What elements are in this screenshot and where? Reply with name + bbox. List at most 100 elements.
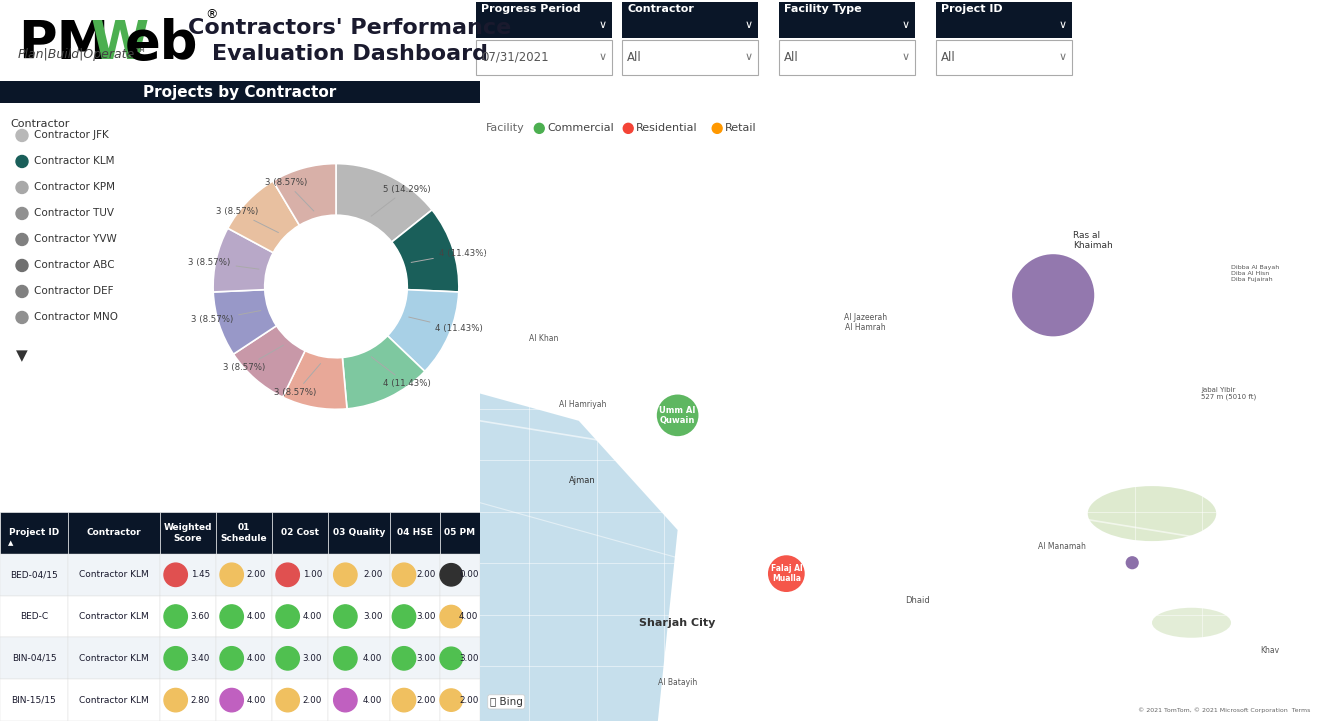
Text: Dhaid: Dhaid bbox=[905, 596, 930, 606]
Circle shape bbox=[441, 606, 463, 628]
Text: 3 (8.57%): 3 (8.57%) bbox=[189, 258, 259, 269]
Bar bbox=[328, 554, 390, 596]
Bar bbox=[328, 512, 390, 554]
Circle shape bbox=[334, 563, 357, 586]
Text: Contractor YVW: Contractor YVW bbox=[34, 234, 117, 244]
Circle shape bbox=[16, 260, 28, 272]
Text: ®: ® bbox=[204, 8, 218, 21]
Text: All: All bbox=[940, 51, 956, 64]
Text: Falaj Al
Mualla: Falaj Al Mualla bbox=[770, 564, 802, 583]
Circle shape bbox=[534, 123, 545, 133]
Text: ▲: ▲ bbox=[8, 540, 13, 546]
Text: 3 (8.57%): 3 (8.57%) bbox=[265, 178, 314, 211]
Circle shape bbox=[164, 605, 187, 628]
Text: Residential: Residential bbox=[636, 123, 698, 133]
Text: 4.00: 4.00 bbox=[247, 654, 266, 663]
Circle shape bbox=[334, 605, 357, 628]
Text: ∨: ∨ bbox=[902, 53, 910, 63]
Text: Evaluation Dashboard: Evaluation Dashboard bbox=[212, 43, 488, 63]
Text: Al Jazeerah
Al Hamrah: Al Jazeerah Al Hamrah bbox=[844, 313, 886, 332]
Bar bbox=[780, 2, 915, 37]
Text: 3 (8.57%): 3 (8.57%) bbox=[274, 363, 321, 397]
Bar bbox=[272, 679, 328, 721]
Text: 04 HSE: 04 HSE bbox=[397, 528, 433, 537]
Point bbox=[776, 568, 797, 580]
Bar bbox=[441, 512, 480, 554]
Text: W: W bbox=[90, 18, 148, 70]
Text: 2.00: 2.00 bbox=[417, 696, 435, 704]
Bar bbox=[476, 40, 612, 75]
Bar bbox=[390, 596, 441, 637]
Text: 3.00: 3.00 bbox=[302, 654, 322, 663]
Text: Plan|Build|Operate™: Plan|Build|Operate™ bbox=[18, 48, 148, 61]
Bar bbox=[69, 679, 160, 721]
Text: Contractor: Contractor bbox=[11, 120, 70, 130]
Wedge shape bbox=[228, 181, 299, 252]
Circle shape bbox=[16, 311, 28, 324]
Text: 3.00: 3.00 bbox=[459, 654, 479, 663]
Text: ∨: ∨ bbox=[745, 19, 753, 30]
Text: 2.00: 2.00 bbox=[363, 570, 383, 579]
Circle shape bbox=[392, 605, 415, 628]
Circle shape bbox=[712, 123, 721, 133]
Bar bbox=[272, 596, 328, 637]
Text: 3.60: 3.60 bbox=[191, 612, 210, 621]
Text: 4.00: 4.00 bbox=[302, 612, 322, 621]
Text: Dibba Al Bayah
Diba Al Hisn
Diba Fujairah: Dibba Al Bayah Diba Al Hisn Diba Fujaira… bbox=[1231, 265, 1279, 282]
Text: 3 (8.57%): 3 (8.57%) bbox=[215, 207, 278, 233]
Text: eb: eb bbox=[125, 18, 198, 70]
Text: 4.00: 4.00 bbox=[363, 654, 383, 663]
Text: All: All bbox=[783, 51, 799, 64]
Bar bbox=[328, 679, 390, 721]
Bar bbox=[328, 596, 390, 637]
Text: © 2021 TomTom, © 2021 Microsoft Corporation  Terms: © 2021 TomTom, © 2021 Microsoft Corporat… bbox=[1138, 707, 1310, 713]
Bar bbox=[390, 637, 441, 679]
Bar bbox=[328, 637, 390, 679]
Circle shape bbox=[276, 647, 299, 670]
Text: 01
Schedule: 01 Schedule bbox=[220, 523, 268, 543]
Circle shape bbox=[164, 647, 187, 670]
Text: Umm Al
Quwain: Umm Al Quwain bbox=[660, 406, 696, 425]
Circle shape bbox=[16, 234, 28, 245]
Text: Project ID: Project ID bbox=[9, 528, 59, 537]
Circle shape bbox=[220, 647, 244, 670]
Text: 4 (11.43%): 4 (11.43%) bbox=[412, 249, 487, 262]
Bar bbox=[0, 554, 69, 596]
Text: Al Hamriyah: Al Hamriyah bbox=[559, 400, 607, 409]
Text: Al Khan: Al Khan bbox=[529, 335, 559, 343]
Bar bbox=[69, 637, 160, 679]
Bar bbox=[160, 512, 216, 554]
Text: Contractor KLM: Contractor KLM bbox=[79, 612, 149, 621]
Circle shape bbox=[220, 563, 244, 586]
Circle shape bbox=[220, 689, 244, 712]
Text: Contractor DEF: Contractor DEF bbox=[34, 286, 113, 296]
Text: Contractor TUV: Contractor TUV bbox=[34, 208, 113, 218]
Bar bbox=[0, 679, 69, 721]
Text: Contractor KLM: Contractor KLM bbox=[79, 570, 149, 579]
Text: Al Manamah: Al Manamah bbox=[1038, 542, 1087, 551]
Text: Contractor KLM: Contractor KLM bbox=[79, 654, 149, 663]
Text: ∨: ∨ bbox=[599, 19, 607, 30]
Wedge shape bbox=[233, 326, 305, 397]
Circle shape bbox=[16, 208, 28, 219]
Text: 2.00: 2.00 bbox=[417, 570, 435, 579]
Ellipse shape bbox=[1088, 486, 1216, 541]
Text: 05 PM: 05 PM bbox=[445, 528, 476, 537]
Text: 2.80: 2.80 bbox=[191, 696, 210, 704]
Point bbox=[1042, 290, 1063, 301]
Circle shape bbox=[334, 689, 357, 712]
Bar bbox=[216, 637, 272, 679]
Text: Contractor: Contractor bbox=[87, 528, 141, 537]
Text: Commercial: Commercial bbox=[547, 123, 613, 133]
Circle shape bbox=[392, 689, 415, 712]
Bar bbox=[272, 637, 328, 679]
Bar bbox=[441, 679, 480, 721]
Text: Ajman: Ajman bbox=[568, 477, 596, 485]
Circle shape bbox=[441, 564, 463, 586]
Bar bbox=[936, 40, 1072, 75]
Circle shape bbox=[164, 563, 187, 586]
Bar bbox=[0, 81, 480, 104]
Text: 4.00: 4.00 bbox=[247, 612, 266, 621]
Text: Progress Period: Progress Period bbox=[481, 4, 580, 14]
Bar bbox=[936, 2, 1072, 37]
